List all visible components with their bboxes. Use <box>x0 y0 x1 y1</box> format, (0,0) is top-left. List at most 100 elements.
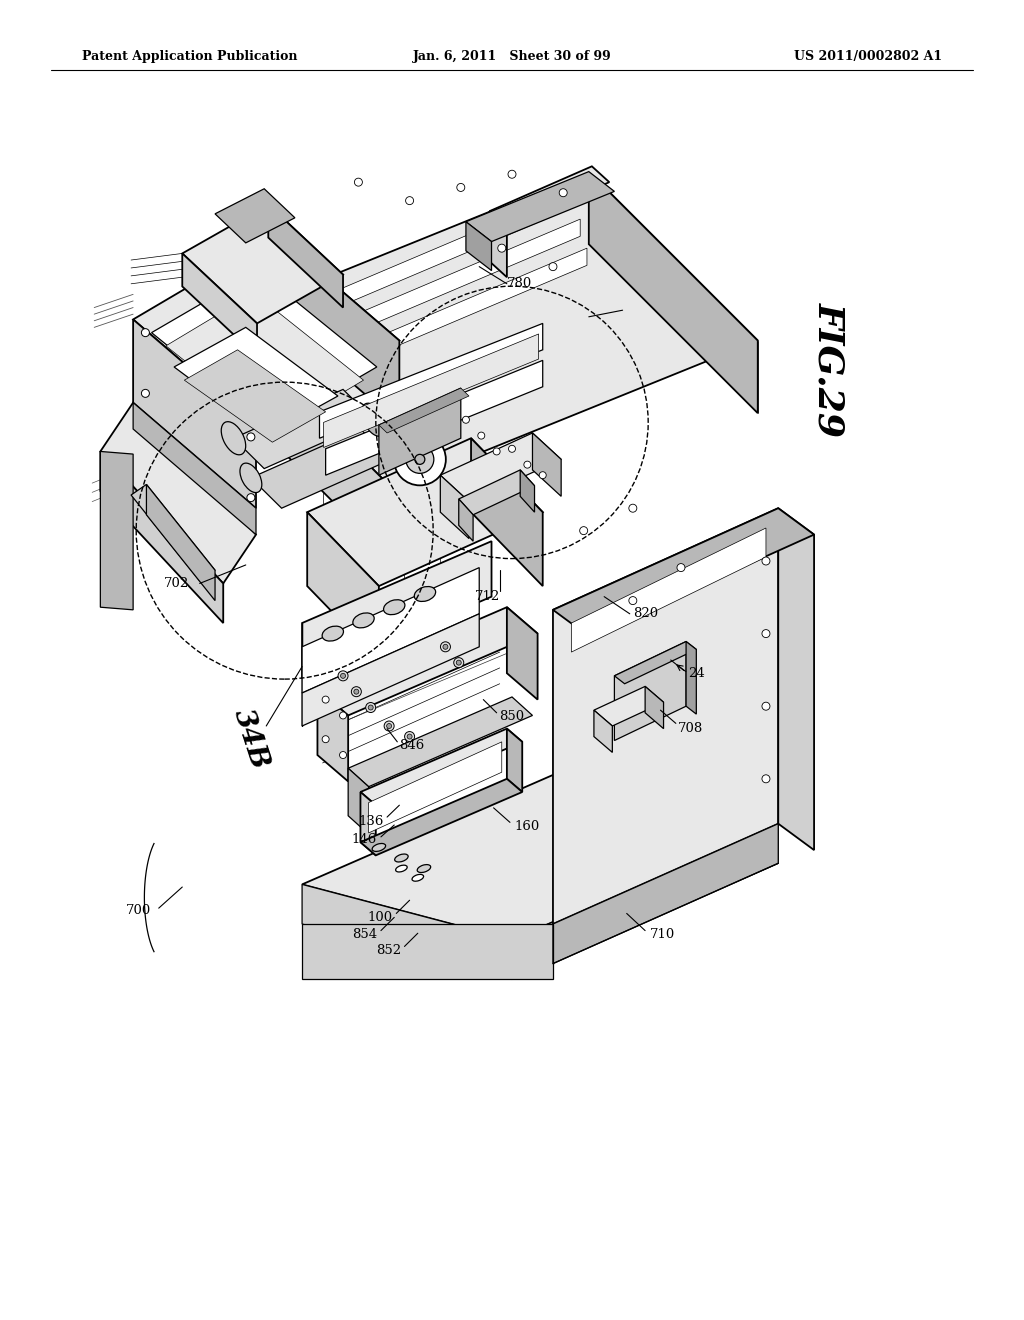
Circle shape <box>762 557 770 565</box>
Polygon shape <box>459 499 473 541</box>
Polygon shape <box>520 470 535 512</box>
Polygon shape <box>302 568 479 693</box>
Polygon shape <box>133 235 399 425</box>
Text: 702: 702 <box>164 577 189 590</box>
Text: 700: 700 <box>126 904 152 917</box>
Circle shape <box>457 183 465 191</box>
Polygon shape <box>182 253 257 356</box>
Circle shape <box>247 433 255 441</box>
Polygon shape <box>251 248 587 408</box>
Circle shape <box>341 673 345 678</box>
Polygon shape <box>307 438 543 586</box>
Polygon shape <box>302 614 479 726</box>
Circle shape <box>524 461 530 469</box>
Circle shape <box>549 263 557 271</box>
Circle shape <box>406 197 414 205</box>
Polygon shape <box>360 792 376 855</box>
Polygon shape <box>223 172 758 488</box>
Polygon shape <box>133 403 256 535</box>
Polygon shape <box>174 327 338 436</box>
Ellipse shape <box>406 445 434 474</box>
Polygon shape <box>466 172 614 242</box>
Circle shape <box>463 416 469 424</box>
Polygon shape <box>459 470 535 515</box>
Text: 34A: 34A <box>628 286 673 352</box>
Polygon shape <box>223 319 392 561</box>
Circle shape <box>354 178 362 186</box>
Circle shape <box>323 735 329 743</box>
Polygon shape <box>471 438 543 586</box>
Circle shape <box>559 189 567 197</box>
Polygon shape <box>489 211 507 277</box>
Polygon shape <box>512 824 778 979</box>
Ellipse shape <box>394 433 445 486</box>
Polygon shape <box>379 388 469 433</box>
Text: 708: 708 <box>678 722 703 735</box>
Text: 854: 854 <box>351 928 377 941</box>
Text: 136: 136 <box>358 814 384 828</box>
Ellipse shape <box>240 463 262 492</box>
Polygon shape <box>440 475 469 539</box>
Text: 850: 850 <box>499 710 524 723</box>
Circle shape <box>498 244 506 252</box>
Ellipse shape <box>323 626 343 642</box>
Polygon shape <box>166 293 364 433</box>
Text: 146: 146 <box>351 833 377 846</box>
Polygon shape <box>466 222 492 271</box>
Polygon shape <box>686 642 696 714</box>
Circle shape <box>369 705 373 710</box>
Circle shape <box>762 630 770 638</box>
Polygon shape <box>379 388 461 475</box>
Ellipse shape <box>361 403 386 437</box>
Circle shape <box>629 597 637 605</box>
Polygon shape <box>645 686 664 729</box>
Circle shape <box>408 734 412 739</box>
Circle shape <box>440 642 451 652</box>
Ellipse shape <box>412 874 424 882</box>
Circle shape <box>508 170 516 178</box>
Polygon shape <box>302 924 553 979</box>
Polygon shape <box>507 607 538 700</box>
Polygon shape <box>319 323 543 438</box>
Polygon shape <box>369 742 502 833</box>
Circle shape <box>762 775 770 783</box>
Ellipse shape <box>384 599 404 615</box>
Circle shape <box>141 329 150 337</box>
Circle shape <box>387 723 391 729</box>
Polygon shape <box>302 541 492 678</box>
Polygon shape <box>360 729 522 805</box>
Circle shape <box>141 389 150 397</box>
Polygon shape <box>614 642 696 684</box>
Ellipse shape <box>417 865 431 873</box>
Circle shape <box>340 711 346 719</box>
Polygon shape <box>589 172 758 413</box>
Polygon shape <box>133 319 256 508</box>
Polygon shape <box>215 189 295 243</box>
Text: 100: 100 <box>367 911 392 924</box>
Text: 160: 160 <box>514 820 540 833</box>
Circle shape <box>443 644 447 649</box>
Polygon shape <box>245 219 581 379</box>
Polygon shape <box>100 403 256 583</box>
Polygon shape <box>553 508 814 636</box>
Ellipse shape <box>415 454 425 465</box>
Ellipse shape <box>372 843 386 851</box>
Circle shape <box>677 564 685 572</box>
Ellipse shape <box>221 421 246 455</box>
Polygon shape <box>326 360 543 475</box>
Polygon shape <box>100 451 223 623</box>
Circle shape <box>351 686 361 697</box>
Polygon shape <box>302 768 778 940</box>
Circle shape <box>340 751 346 759</box>
Circle shape <box>478 432 484 440</box>
Text: FIG.29: FIG.29 <box>812 302 847 437</box>
Circle shape <box>323 696 329 704</box>
Circle shape <box>354 689 358 694</box>
Polygon shape <box>348 768 369 834</box>
Polygon shape <box>307 512 379 660</box>
Text: 710: 710 <box>650 928 676 941</box>
Polygon shape <box>276 235 399 424</box>
Polygon shape <box>268 205 343 308</box>
Circle shape <box>494 447 500 455</box>
Circle shape <box>338 671 348 681</box>
